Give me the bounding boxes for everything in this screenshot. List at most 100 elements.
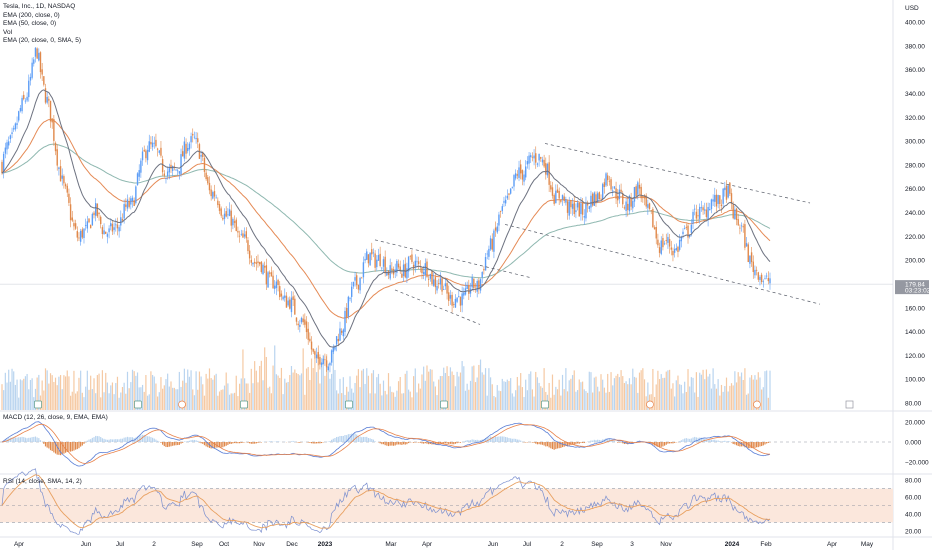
candle-body (7, 141, 10, 146)
event-marker[interactable] (646, 400, 654, 409)
macd-hist-bar (210, 442, 212, 449)
indicator-ema20[interactable]: EMA (20, close, 0, SMA, 5) (3, 37, 82, 44)
candle-body (319, 356, 321, 365)
candle-body (451, 294, 453, 306)
macd-hist-bar (449, 442, 452, 444)
event-marker[interactable] (178, 400, 186, 409)
indicator-vol[interactable]: Vol (3, 28, 13, 36)
volume-bar (582, 381, 584, 410)
candle-body (459, 296, 462, 306)
event-marker[interactable] (440, 400, 448, 409)
macd-hist-bar (548, 442, 550, 448)
volume-bar (36, 377, 38, 410)
macd-title[interactable]: MACD (12, 26, close, 9, EMA, EMA) (3, 414, 108, 421)
macd-hist-bar (205, 442, 207, 447)
candle-body (160, 147, 162, 156)
candle-body (121, 219, 124, 221)
volume-bar (617, 373, 619, 410)
time-axis: Apr Jun Jul 2 Sep Oct Nov Dec 2023 Mar Apr Jun Jul 2 S… (14, 541, 874, 548)
candle-body (96, 203, 99, 217)
macd-hist-bar (672, 442, 674, 444)
indicator-ema200[interactable]: EMA (200, close, 0) (3, 11, 60, 19)
macd-hist-bar (341, 435, 343, 442)
volume-bar (284, 378, 286, 410)
volume-bar (481, 372, 483, 410)
candle-body (714, 194, 716, 202)
volume-bar (377, 373, 380, 410)
macd-hist-bar (157, 440, 159, 442)
volume-bar (63, 375, 65, 410)
volume-bar (61, 389, 63, 410)
candle-body (665, 240, 667, 242)
candle-body (222, 217, 224, 220)
macd-hist-bar (505, 436, 507, 442)
macd-histogram (3, 433, 771, 456)
macd-hist-bar (23, 437, 25, 442)
volume-bar (140, 387, 142, 410)
macd-hist-bar (518, 439, 520, 442)
macd-hist-bar (717, 440, 719, 442)
candle-body (269, 272, 271, 274)
macd-hist-bar (407, 442, 410, 444)
macd-hist-bar (663, 442, 666, 446)
volume-bar (126, 371, 129, 410)
candle-body (217, 200, 219, 206)
candle-body (2, 153, 5, 173)
event-marker[interactable] (345, 400, 353, 409)
volume-bar (424, 380, 426, 410)
volume-bar (384, 390, 386, 410)
volume-bar (317, 354, 319, 410)
candle-body (652, 209, 654, 228)
macd-hist-bar (59, 442, 62, 456)
macd-hist-bar (145, 435, 147, 442)
macd-hist-bar (29, 437, 32, 442)
candle-body (762, 281, 765, 283)
candle-body (417, 261, 420, 265)
indicator-ema50[interactable]: EMA (50, close, 0) (3, 20, 57, 27)
candle-body (248, 250, 251, 259)
future-event-icon[interactable] (845, 400, 854, 409)
event-marker[interactable] (134, 400, 142, 409)
macd-hist-bar (680, 440, 682, 442)
time-tick-label: Sep (591, 541, 603, 548)
macd-hist-bar (396, 442, 398, 445)
candle-body (672, 250, 674, 256)
macd-hist-bar (183, 441, 185, 442)
macd-hist-bar (228, 442, 231, 444)
candle-body (687, 225, 689, 238)
macd-hist-bar (151, 437, 154, 442)
volume-bar (314, 349, 316, 410)
candle-body (48, 98, 50, 101)
volume-bar (329, 378, 331, 410)
volume-bar (697, 396, 699, 410)
volume-bar (692, 377, 694, 410)
volume-bar (304, 394, 306, 410)
volume-bar (608, 391, 610, 410)
macd-hist-bar (511, 438, 513, 442)
macd-hist-bar (46, 442, 48, 448)
event-marker[interactable] (34, 400, 42, 409)
macd-hist-bar (607, 438, 609, 442)
candle-body (438, 283, 440, 284)
volume-bar (54, 377, 57, 410)
macd-hist-bar (113, 439, 115, 442)
volume-bar (1, 384, 3, 410)
volume-bar (483, 374, 485, 410)
volume-bar (744, 368, 746, 410)
macd-hist-bar (225, 442, 227, 446)
macd-hist-bar (687, 438, 689, 442)
event-marker[interactable] (753, 400, 761, 409)
candle-body (146, 149, 149, 161)
volume-bar (602, 379, 604, 410)
candle-body (702, 207, 704, 211)
macd-hist-bar (568, 442, 570, 446)
event-marker[interactable] (541, 400, 549, 409)
volume-bar (694, 392, 696, 410)
event-marker[interactable] (240, 400, 248, 409)
candle-body (123, 204, 125, 219)
candle-body (551, 187, 554, 196)
macd-hist-bar (605, 438, 607, 442)
rsi-title[interactable]: RSI (14, close, SMA, 14, 2) (3, 478, 82, 485)
volume-bar (294, 369, 296, 410)
symbol-title[interactable]: Tesla, Inc., 1D, NASDAQ (3, 3, 76, 10)
